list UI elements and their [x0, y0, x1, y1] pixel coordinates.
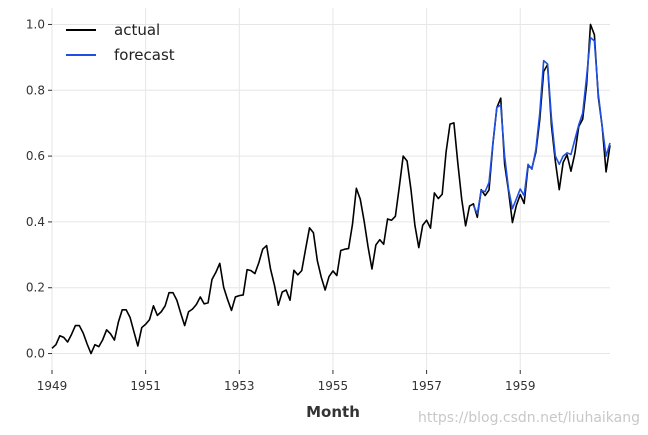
y-tick-label: 0.0	[26, 347, 45, 361]
x-tick-label: 1957	[411, 379, 442, 393]
x-tick-label: 1959	[505, 379, 536, 393]
y-tick-label: 0.8	[26, 83, 45, 97]
y-tick-label: 0.6	[26, 149, 45, 163]
legend: actual forecast	[66, 21, 175, 64]
series-layer	[51, 23, 611, 355]
x-tick-label: 1955	[318, 379, 349, 393]
y-tick-label: 1.0	[26, 17, 45, 31]
x-tick-label: 1953	[224, 379, 255, 393]
watermark: https://blog.csdn.net/liuhaikang	[418, 410, 640, 426]
axes: 1949 1951 1953 1955 1957 1959 0.0 0.2 0.4 0.6 0.8 1…	[26, 17, 536, 393]
legend-label-actual: actual	[114, 21, 160, 39]
y-tick-label: 0.4	[26, 215, 45, 229]
x-tick-label: 1949	[37, 379, 68, 393]
series-line-actual	[51, 23, 611, 355]
series-line-forecast	[472, 36, 611, 215]
x-axis-title: Month	[306, 403, 360, 421]
legend-label-forecast: forecast	[114, 46, 175, 64]
y-tick-label: 0.2	[26, 281, 45, 295]
x-tick-label: 1951	[130, 379, 161, 393]
